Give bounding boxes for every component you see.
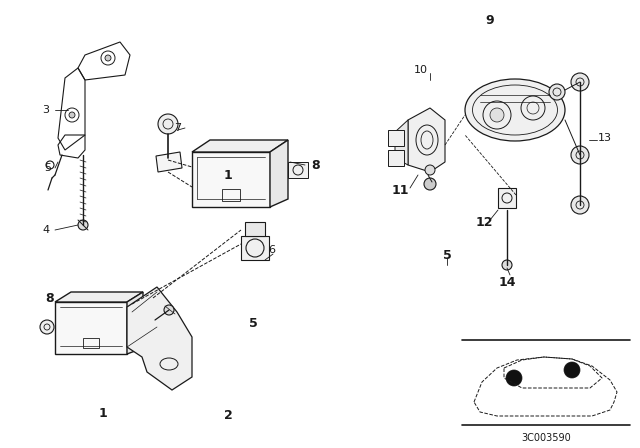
Bar xyxy=(222,189,240,201)
Text: 10: 10 xyxy=(414,65,428,75)
Text: 11: 11 xyxy=(391,184,409,197)
Bar xyxy=(388,150,404,166)
Polygon shape xyxy=(245,222,265,236)
Text: 1: 1 xyxy=(99,406,108,419)
Text: 6: 6 xyxy=(269,245,275,255)
Polygon shape xyxy=(192,140,288,152)
Bar xyxy=(388,130,404,146)
Polygon shape xyxy=(270,140,288,207)
Circle shape xyxy=(571,73,589,91)
Polygon shape xyxy=(395,120,408,165)
Text: 4: 4 xyxy=(42,225,49,235)
Text: 1: 1 xyxy=(223,168,232,181)
Circle shape xyxy=(105,55,111,61)
Circle shape xyxy=(549,84,565,100)
Polygon shape xyxy=(156,152,182,172)
Polygon shape xyxy=(192,152,270,207)
Text: 3C003590: 3C003590 xyxy=(521,433,571,443)
Bar xyxy=(288,162,308,178)
Polygon shape xyxy=(55,292,143,302)
Text: 8: 8 xyxy=(312,159,320,172)
Text: 14: 14 xyxy=(499,276,516,289)
Polygon shape xyxy=(241,236,269,260)
Circle shape xyxy=(40,320,54,334)
Circle shape xyxy=(425,165,435,175)
Ellipse shape xyxy=(465,79,565,141)
Text: 8: 8 xyxy=(45,292,54,305)
Circle shape xyxy=(164,305,174,315)
Circle shape xyxy=(424,178,436,190)
Text: 7: 7 xyxy=(175,123,182,133)
Text: 5: 5 xyxy=(45,163,51,173)
Text: 2: 2 xyxy=(223,409,232,422)
Bar xyxy=(498,188,516,208)
Text: 5: 5 xyxy=(248,316,257,329)
Text: 13: 13 xyxy=(598,133,612,143)
Circle shape xyxy=(78,220,88,230)
Text: 3: 3 xyxy=(42,105,49,115)
Circle shape xyxy=(502,260,512,270)
Circle shape xyxy=(571,146,589,164)
Polygon shape xyxy=(408,108,445,172)
Circle shape xyxy=(158,114,178,134)
Bar xyxy=(83,338,99,348)
Circle shape xyxy=(571,196,589,214)
Text: 5: 5 xyxy=(443,249,451,262)
Text: 9: 9 xyxy=(486,13,494,26)
Circle shape xyxy=(69,112,75,118)
Circle shape xyxy=(564,362,580,378)
Circle shape xyxy=(490,108,504,122)
Polygon shape xyxy=(127,292,143,354)
Circle shape xyxy=(506,370,522,386)
Polygon shape xyxy=(127,287,192,390)
Polygon shape xyxy=(55,302,127,354)
Text: 12: 12 xyxy=(476,215,493,228)
